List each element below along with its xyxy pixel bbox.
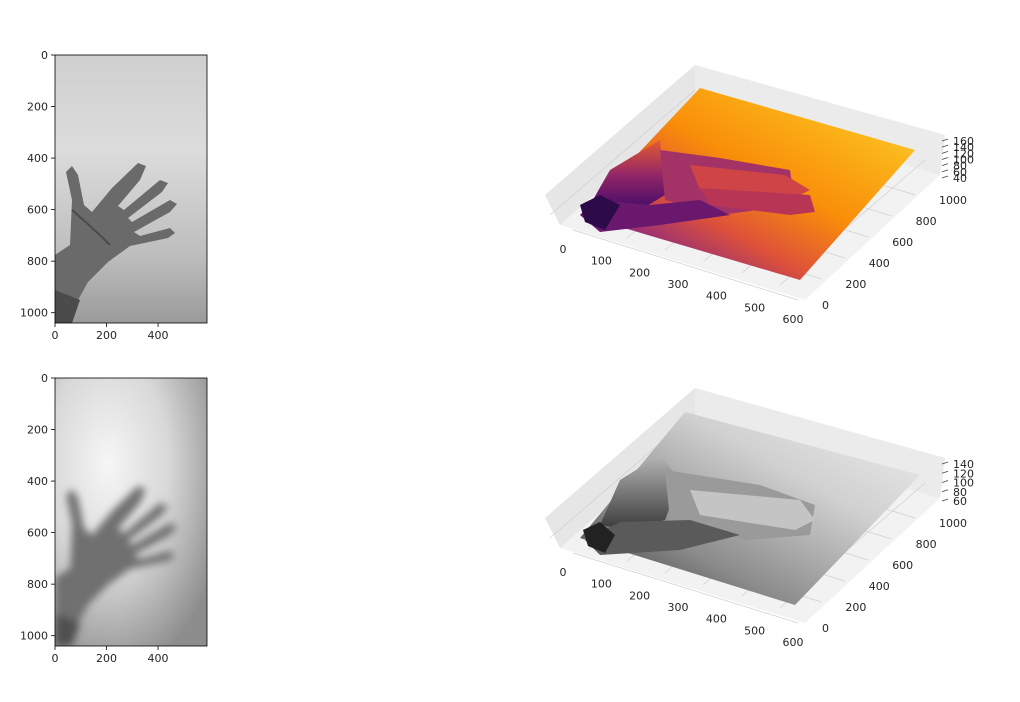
y-tick-label: 600 — [27, 527, 48, 540]
image-panel-top-left: 0 200 400 0 200 400 600 800 1000 — [20, 49, 208, 342]
x-tick-labels: 0 100 200 300 400 500 600 — [560, 243, 804, 326]
z-tick-mark — [941, 461, 949, 465]
x-tick-label: 200 — [629, 266, 650, 279]
y-tick-label: 600 — [892, 559, 913, 572]
y-tick-label: 600 — [892, 236, 913, 249]
y-tick-label: 800 — [916, 538, 937, 551]
z-tick-label: 140 — [953, 458, 974, 471]
y-tick-label: 1000 — [939, 194, 967, 207]
x-tick-label: 400 — [148, 329, 169, 342]
x-tick-label: 400 — [148, 652, 169, 665]
z-tick-label: 120 — [953, 147, 974, 160]
surface-hand-ridge — [583, 455, 815, 555]
x-tick-label: 400 — [706, 290, 727, 303]
y-tick-label: 200 — [27, 424, 48, 437]
y-tick-label: 200 — [27, 101, 48, 114]
z-tick-label: 80 — [953, 486, 967, 499]
x-tick-labels: 0 200 400 — [52, 646, 169, 665]
y-tick-label: 0 — [41, 49, 48, 62]
x-tick-labels: 0 100 200 300 400 500 600 — [560, 566, 804, 649]
x-tick-label: 400 — [706, 613, 727, 626]
y-tick-label: 0 — [41, 372, 48, 385]
z-tick-label: 140 — [953, 141, 974, 154]
x-tick-label: 100 — [591, 255, 612, 268]
x-tick-label: 300 — [668, 278, 689, 291]
surface-hand-ridge — [580, 140, 815, 232]
z-tick-mark — [941, 157, 949, 160]
hand-photo-blurred — [55, 378, 207, 646]
hand-photo-sharp — [55, 55, 207, 323]
z-tick-mark — [941, 163, 949, 167]
z-tick-label: 120 — [953, 467, 974, 480]
z-tick-mark — [941, 150, 949, 154]
pane-left — [545, 65, 695, 225]
x-tick-label: 200 — [96, 652, 117, 665]
y-tick-label: 1000 — [20, 307, 48, 320]
y-tick-labels: 0 200 400 600 800 1000 — [20, 49, 55, 320]
z-tick-mark — [941, 138, 949, 142]
x-tick-label: 0 — [560, 566, 567, 579]
z-tick-label: 100 — [953, 154, 974, 167]
x-tick-label: 0 — [52, 652, 59, 665]
x-tick-label: 600 — [783, 313, 804, 326]
x-tick-label: 500 — [744, 301, 765, 314]
y-tick-label: 600 — [27, 204, 48, 217]
z-tick-label: 60 — [953, 166, 967, 179]
z-tick-mark — [941, 175, 949, 179]
y-tick-labels: 0 200 400 600 800 1000 — [20, 372, 55, 643]
x-tick-label: 200 — [629, 589, 650, 602]
y-tick-label: 0 — [822, 622, 829, 635]
z-tick-mark — [941, 470, 949, 474]
y-tick-label: 800 — [27, 578, 48, 591]
x-tick-label: 0 — [560, 243, 567, 256]
x-tick-label: 500 — [744, 624, 765, 637]
y-tick-label: 400 — [869, 257, 890, 270]
grid-line — [549, 89, 696, 216]
pane-left — [545, 388, 695, 548]
y-tick-label: 200 — [845, 601, 866, 614]
x-tick-label: 0 — [52, 329, 59, 342]
x-tick-label: 600 — [783, 636, 804, 649]
y-tick-label: 800 — [916, 215, 937, 228]
y-tick-label: 400 — [27, 475, 48, 488]
z-tick-mark — [941, 144, 949, 148]
z-tick-mark — [941, 489, 949, 493]
y-tick-label: 800 — [27, 255, 48, 268]
z-tick-mark — [941, 169, 949, 173]
z-tick-mark — [941, 498, 949, 502]
grid-line — [572, 229, 799, 301]
x-tick-label: 300 — [668, 601, 689, 614]
z-tick-label: 100 — [953, 477, 974, 490]
z-tick-mark — [941, 480, 949, 483]
z-tick-label: 160 — [953, 135, 974, 148]
y-tick-label: 400 — [27, 152, 48, 165]
x-tick-labels: 0 200 400 — [52, 323, 169, 342]
z-tick-label: 80 — [953, 160, 967, 173]
x-tick-label: 100 — [591, 578, 612, 591]
z-tick-label: 60 — [953, 495, 967, 508]
z-tick-label: 40 — [953, 172, 967, 185]
x-tick-label: 200 — [96, 329, 117, 342]
y-tick-label: 1000 — [20, 630, 48, 643]
y-tick-label: 400 — [869, 580, 890, 593]
y-tick-label: 0 — [822, 299, 829, 312]
grid-line — [572, 552, 799, 624]
y-tick-label: 200 — [845, 278, 866, 291]
y-tick-label: 1000 — [939, 517, 967, 530]
image-panel-bottom-left: 0 200 400 0 200 400 600 800 1000 — [20, 372, 208, 665]
